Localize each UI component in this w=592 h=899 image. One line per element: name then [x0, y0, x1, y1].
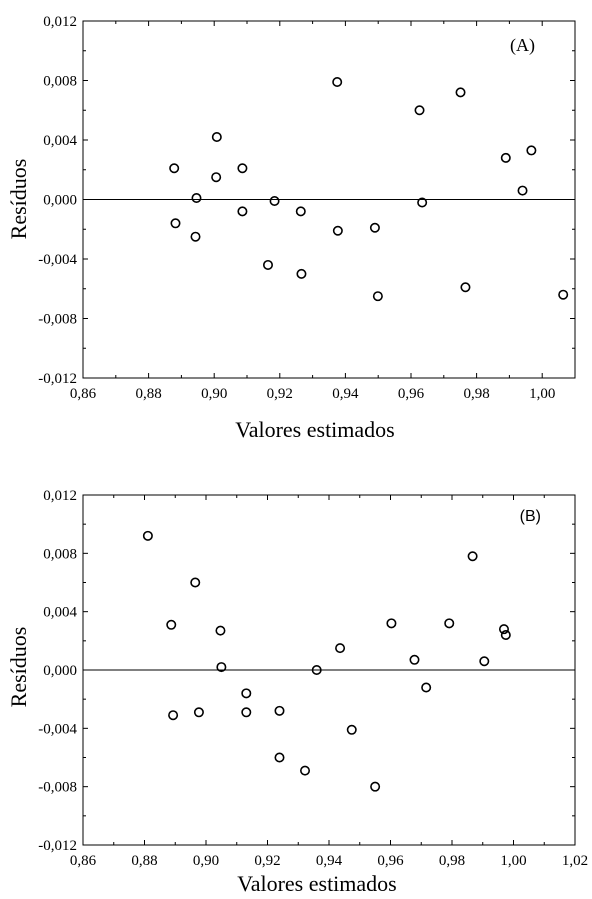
panel-b-data-point — [241, 707, 252, 718]
panel-b-y-axis-title: Resíduos — [6, 627, 31, 708]
panel-b-y-tick-label: 0,012 — [43, 488, 77, 504]
panel-a-data-point — [332, 76, 343, 87]
panel-b-points — [142, 530, 511, 792]
panel-a-data-point — [414, 105, 425, 116]
panel-b-x-tick-label: 0,86 — [70, 853, 97, 869]
panel-a-axes: 0,86 0,88 0,90 0,92 0,94 0,96 0,98 1,00 0,012 0,0… — [38, 14, 576, 402]
panel-a-data-point — [417, 197, 428, 208]
panel-b-x-tick-label: 0,94 — [316, 853, 343, 869]
panel-b-data-point — [335, 643, 346, 654]
panel-b-x-axis-title: Valores estimados — [237, 871, 396, 896]
panel-a-data-point — [190, 231, 201, 242]
panel-a-y-tick-label: -0,004 — [38, 252, 77, 268]
panel-a-x-tick-label: 1,00 — [529, 386, 555, 402]
panel-a-x-tick-label: 0,86 — [70, 386, 97, 402]
panel-b-data-point — [193, 707, 204, 718]
panel-a-y-tick-label: -0,008 — [38, 312, 77, 328]
panel-b-x-tick-label: 0,90 — [193, 853, 219, 869]
panel-b-data-point — [479, 656, 490, 667]
panel-a-x-tick-label: 0,96 — [398, 386, 425, 402]
panel-a-y-axis-title: Resíduos — [6, 159, 31, 240]
panel-b-y-tick-label: -0,008 — [38, 780, 77, 796]
panel-a-data-point — [517, 185, 528, 196]
panel-b-x-tick-label: 1,00 — [500, 853, 526, 869]
panel-a-residual-scatter: 0,86 0,88 0,90 0,92 0,94 0,96 0,98 1,00 0,012 0,0… — [6, 14, 576, 442]
panel-b-data-point — [300, 765, 311, 776]
panel-b-data-point — [274, 705, 285, 716]
panel-a-data-point — [296, 268, 307, 279]
panel-a-data-point — [237, 163, 248, 174]
panel-a-data-point — [211, 132, 222, 143]
panel-b-x-tick-label: 0,96 — [377, 853, 404, 869]
panel-a-data-point — [191, 193, 202, 204]
panel-b-data-point — [386, 618, 397, 629]
panel-a-data-point — [269, 195, 280, 206]
panel-a-data-point — [295, 206, 306, 217]
panel-b-data-point — [215, 625, 226, 636]
panel-a-data-point — [558, 289, 569, 300]
panel-b-data-point — [346, 724, 357, 735]
panel-b-data-point — [142, 530, 153, 541]
panel-a-label: (A) — [510, 35, 535, 56]
panel-a-data-point — [372, 291, 383, 302]
panel-b-y-tick-label: 0,004 — [43, 605, 77, 621]
panel-b-data-point — [498, 624, 509, 635]
panel-b-x-tick-label: 0,88 — [131, 853, 157, 869]
panel-a-data-point — [369, 222, 380, 233]
panel-a-data-point — [332, 225, 343, 236]
panel-b-data-point — [166, 619, 177, 630]
panel-b-data-point — [444, 618, 455, 629]
panel-a-data-point — [237, 206, 248, 217]
panel-a-data-point — [526, 145, 537, 156]
panel-b-data-point — [241, 688, 252, 699]
panel-b-data-point — [311, 664, 322, 675]
panel-b-y-tick-label: -0,004 — [38, 721, 77, 737]
panel-a-x-axis-title: Valores estimados — [235, 417, 394, 442]
panel-a-y-tick-label: 0,000 — [43, 193, 77, 209]
panel-a-data-point — [170, 218, 181, 229]
panel-b-axes: 0,86 0,88 0,90 0,92 0,94 0,96 0,98 1,00 1,02 0,01… — [38, 488, 588, 869]
panel-a-data-point — [262, 259, 273, 270]
panel-b-data-point — [500, 629, 511, 640]
panel-b-x-tick-label: 0,92 — [254, 853, 280, 869]
panel-b-data-point — [370, 781, 381, 792]
panel-a-y-tick-label: 0,008 — [43, 74, 77, 90]
panel-a-x-tick-label: 0,94 — [332, 386, 359, 402]
panel-b-x-tick-label: 0,98 — [439, 853, 465, 869]
panel-b-data-point — [274, 752, 285, 763]
panel-a-y-tick-label: 0,004 — [43, 133, 77, 149]
panel-a-data-point — [460, 282, 471, 293]
panel-a-x-tick-label: 0,88 — [135, 386, 161, 402]
panel-b-data-point — [421, 682, 432, 693]
panel-b-data-point — [467, 551, 478, 562]
panel-b-x-tick-label: 1,02 — [562, 853, 588, 869]
panel-a-data-point — [211, 172, 222, 183]
panel-b-y-tick-label: 0,008 — [43, 546, 77, 562]
panel-a-y-tick-label: 0,012 — [43, 14, 77, 30]
panel-a-y-tick-label: -0,012 — [38, 371, 77, 387]
panel-a-data-point — [500, 152, 511, 163]
panel-a-x-tick-label: 0,98 — [463, 386, 489, 402]
panel-a-points — [169, 76, 569, 302]
panel-b-y-tick-label: -0,012 — [38, 838, 77, 854]
panel-b-residual-scatter: 0,86 0,88 0,90 0,92 0,94 0,96 0,98 1,00 1,02 0,01… — [6, 488, 588, 896]
panel-b-data-point — [168, 710, 179, 721]
panel-b-data-point — [216, 662, 227, 673]
panel-b-data-point — [409, 654, 420, 665]
panel-a-x-tick-label: 0,92 — [267, 386, 293, 402]
panel-b-data-point — [190, 577, 201, 588]
panel-b-y-tick-label: 0,000 — [43, 663, 77, 679]
panel-b-label: (B) — [520, 508, 541, 525]
panel-a-data-point — [455, 87, 466, 98]
panel-a-x-tick-label: 0,90 — [201, 386, 227, 402]
panel-a-data-point — [169, 163, 180, 174]
